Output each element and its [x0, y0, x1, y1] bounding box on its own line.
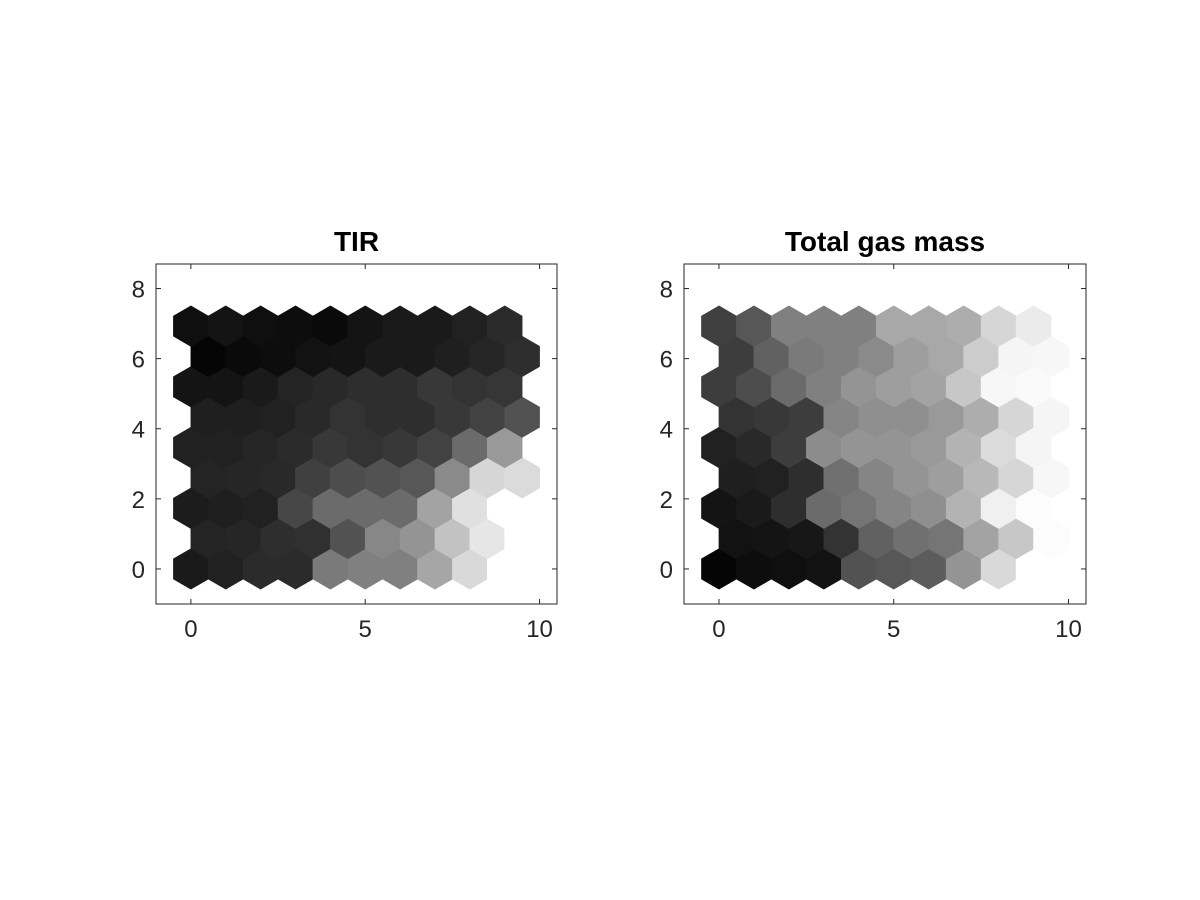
gas-mass-y-tick-2: 2 [660, 487, 673, 514]
tir-title: TIR [334, 226, 379, 257]
gas-mass-y-tick-8: 8 [660, 277, 673, 304]
gas-mass-x-tick-10: 10 [1055, 616, 1082, 643]
tir-tick-labels: 0 5 10 0 2 4 6 8 [132, 277, 553, 643]
tir-x-tick-10: 10 [526, 616, 553, 643]
tir-y-tick-0: 0 [132, 557, 145, 584]
gas-mass-tick-marks [684, 264, 1086, 604]
gas-mass-y-tick-0: 0 [660, 557, 673, 584]
gas-mass-axes-box [683, 263, 1087, 605]
tir-hex-cell-r8-c9 [486, 305, 523, 347]
tir-x-tick-0: 0 [184, 616, 197, 643]
tir-axes-box [155, 263, 558, 605]
gas-mass-panel: Total gas mass 0 5 10 0 2 4 6 8 [660, 226, 1087, 643]
tir-panel: TIR 0 5 10 0 2 4 6 8 [132, 226, 558, 643]
gas-mass-tick-labels: 0 5 10 0 2 4 6 8 [660, 277, 1082, 643]
tir-y-tick-4: 4 [132, 417, 145, 444]
gas-mass-y-tick-4: 4 [660, 417, 673, 444]
gas-mass-title: Total gas mass [785, 226, 985, 257]
gas-mass-x-tick-0: 0 [712, 616, 725, 643]
tir-y-tick-8: 8 [132, 277, 145, 304]
gas-mass-x-tick-5: 5 [887, 616, 900, 643]
tir-tick-marks [156, 264, 557, 604]
gas-mass-hex-grid [701, 305, 1069, 590]
tir-hex-grid [173, 305, 540, 590]
tir-y-tick-6: 6 [132, 347, 145, 374]
tir-x-tick-5: 5 [359, 616, 372, 643]
gas-mass-hex-cell-r8-c9 [1015, 305, 1052, 347]
gas-mass-y-tick-6: 6 [660, 347, 673, 374]
tir-y-tick-2: 2 [132, 487, 145, 514]
